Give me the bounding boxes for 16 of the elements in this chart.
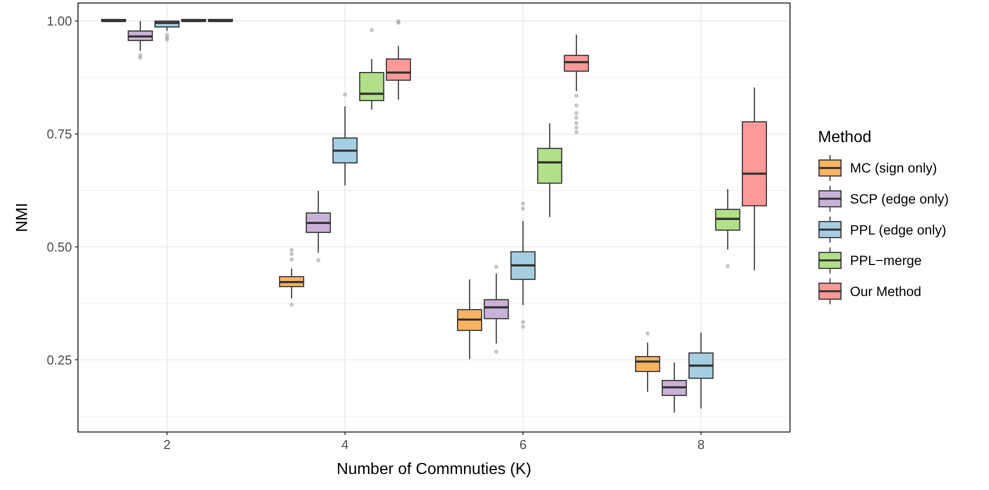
x-tick-label: 2 <box>163 437 171 452</box>
y-tick-label: 0.25 <box>46 352 72 368</box>
legend-label: PPL (edge only) <box>850 222 946 238</box>
x-tick-label: 4 <box>341 437 349 452</box>
x-axis-title: Number of Commnuties (K) <box>336 461 532 478</box>
legend-label: MC (sign only) <box>850 160 938 176</box>
y-tick-label: 1.00 <box>46 14 72 29</box>
x-tick-label: 6 <box>519 437 527 452</box>
legend-label: SCP (edge only) <box>850 192 949 207</box>
y-tick-label: 0.75 <box>46 126 72 142</box>
legend-label: PPL−merge <box>850 253 922 268</box>
x-tick-label: 8 <box>697 437 705 452</box>
y-axis-title: NMI <box>14 202 31 232</box>
legend-title: Method <box>818 129 872 146</box>
y-tick-label: 0.50 <box>46 239 72 254</box>
legend-label: Our Method <box>850 284 922 299</box>
